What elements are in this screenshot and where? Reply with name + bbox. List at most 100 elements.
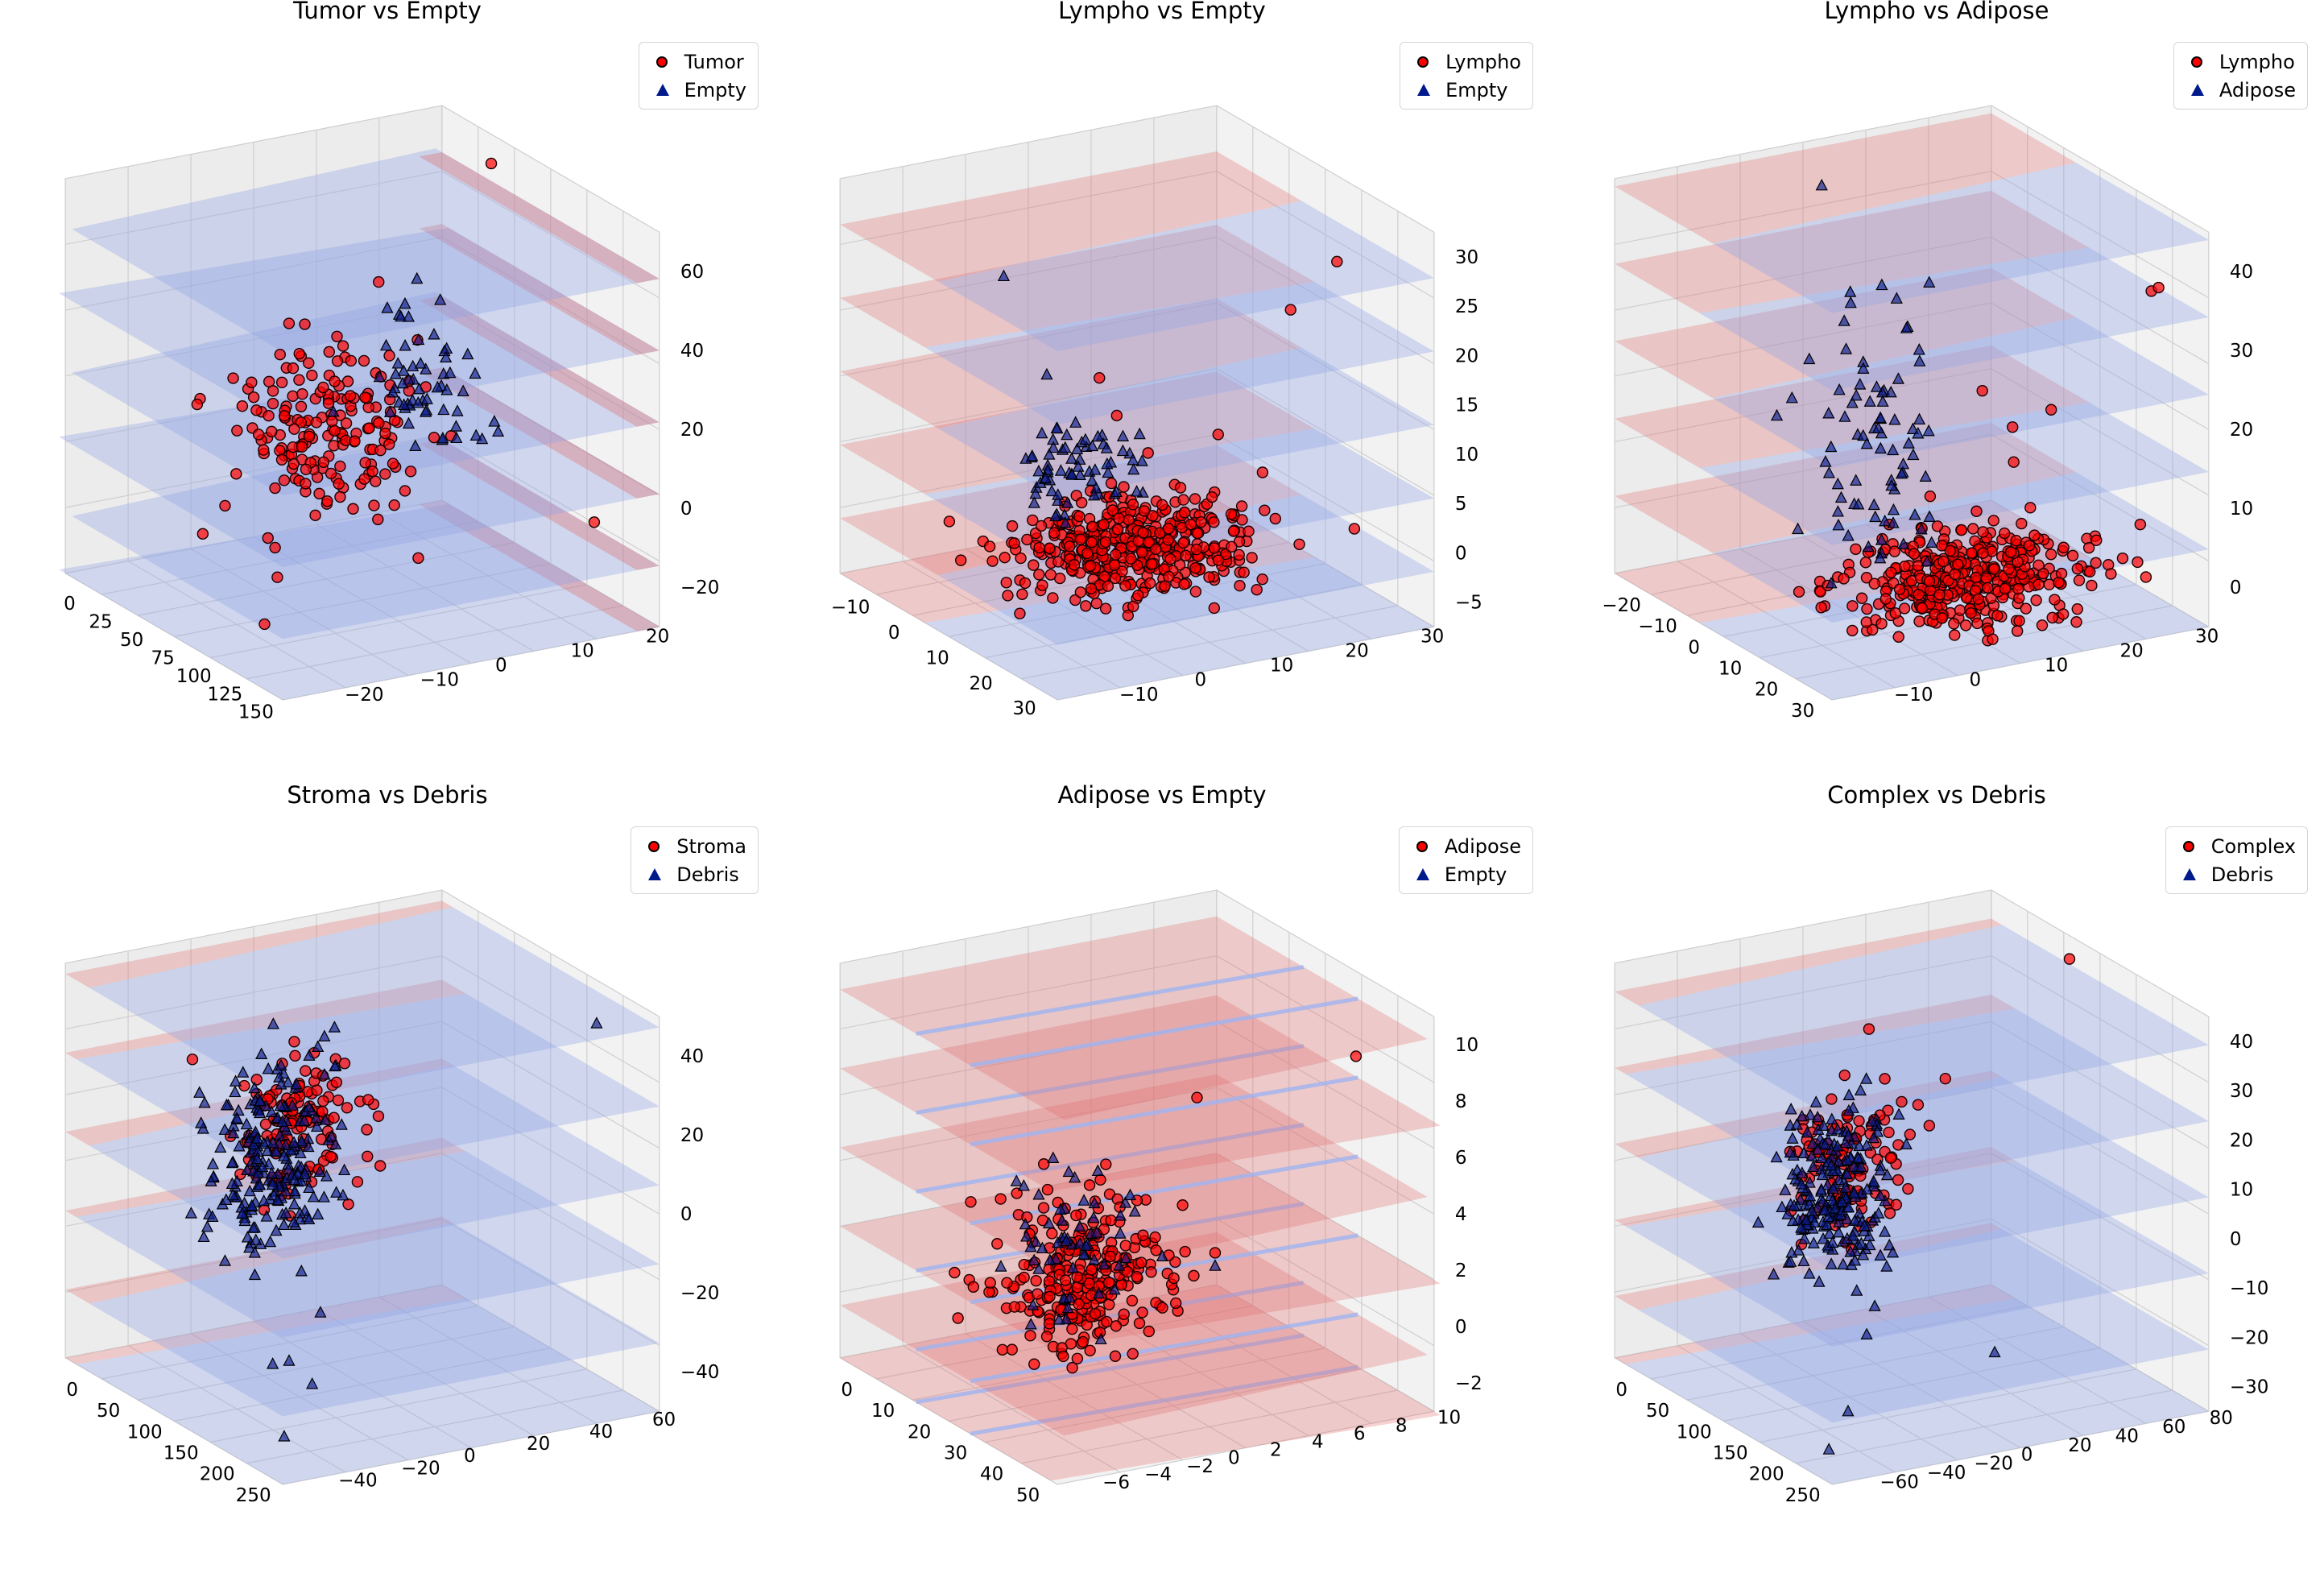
data-point (331, 330, 343, 342)
data-point (2010, 535, 2022, 547)
tick-label: 10 (571, 640, 594, 661)
data-point (1088, 1196, 1101, 1209)
data-point (318, 1067, 331, 1080)
data-point (2012, 582, 2024, 595)
data-point (1101, 457, 1114, 470)
data-point (1898, 602, 1911, 615)
data-point (303, 1181, 316, 1194)
triangle-marker-icon (2176, 867, 2203, 883)
data-point (1892, 631, 1904, 643)
data-point (1136, 546, 1148, 559)
data-point (1065, 452, 1078, 464)
data-point (1028, 1358, 1040, 1370)
decision-plane-blue (924, 281, 1434, 425)
data-point (420, 392, 433, 404)
tick-label: 30 (1455, 247, 1478, 268)
chart-title: Stroma vs Debris (287, 781, 488, 809)
data-point (358, 354, 370, 367)
data-point (1825, 1158, 1838, 1171)
data-point (265, 1166, 278, 1179)
data-point (1977, 547, 1989, 559)
legend-entry: Lympho (1410, 48, 1521, 76)
data-point (1874, 1163, 1887, 1176)
data-point (986, 555, 999, 567)
tick-label: 30 (2230, 341, 2253, 362)
data-point (1069, 1170, 1081, 1183)
tick-label: −60 (1879, 1472, 1919, 1492)
data-point (317, 456, 329, 469)
data-point (1822, 1443, 1835, 1455)
data-point (1878, 1225, 1892, 1237)
data-point (450, 431, 463, 444)
data-point (1331, 255, 1343, 268)
data-point (1846, 600, 1859, 612)
tick-label: 50 (1016, 1485, 1040, 1506)
data-point (261, 1144, 274, 1157)
data-point (311, 1084, 323, 1096)
data-point (1110, 485, 1123, 498)
data-point (1259, 504, 1271, 516)
tick-label: 5 (1455, 494, 1467, 515)
data-point (205, 1174, 217, 1186)
data-point (1892, 1174, 1904, 1186)
data-point (1089, 463, 1102, 475)
tick-label: 75 (151, 648, 175, 669)
data-point (1937, 555, 1950, 568)
data-point (1874, 1248, 1887, 1261)
tick-label: −10 (1894, 685, 1933, 706)
data-point (227, 1126, 240, 1139)
tick-label: 20 (1346, 640, 1369, 661)
data-point (1854, 1083, 1867, 1096)
data-point (1884, 385, 1897, 398)
data-point (1871, 421, 1885, 433)
data-point (1037, 1202, 1050, 1214)
data-point (248, 1268, 262, 1281)
grid-line (65, 105, 442, 180)
data-point (1902, 1182, 1914, 1195)
data-point (1174, 482, 1187, 494)
data-point (1906, 422, 1920, 435)
legend-entry: Empty (649, 76, 746, 104)
tick-label: 40 (2230, 1032, 2253, 1053)
data-point (1936, 612, 1948, 624)
decision-boundary-line (970, 1075, 1358, 1147)
grid-line (1153, 1296, 1372, 1424)
data-point (1999, 527, 2011, 540)
data-point (1163, 570, 1175, 583)
data-point (1073, 510, 1085, 523)
data-point (1893, 583, 1906, 595)
data-point (1804, 1108, 1817, 1120)
data-point (287, 1215, 300, 1227)
tick-label: 40 (680, 1046, 704, 1067)
data-point (1779, 1183, 1792, 1195)
data-point (1071, 1352, 1084, 1364)
tick-label: 125 (207, 684, 242, 705)
decision-plane-blue (89, 907, 660, 1101)
legend-label: Empty (1445, 78, 1508, 101)
decision-plane-red (65, 1216, 453, 1304)
data-point (387, 457, 399, 470)
data-point (1912, 1099, 1925, 1111)
data-point (1059, 1274, 1072, 1286)
data-point (330, 1076, 343, 1089)
grid-line (1615, 171, 1991, 246)
data-point (1900, 321, 1913, 333)
data-point (1071, 1271, 1083, 1283)
decision-boundary-line (970, 1154, 1358, 1226)
circle-marker-icon (649, 54, 676, 70)
data-point (246, 1198, 258, 1211)
data-point (231, 424, 243, 437)
data-point (1041, 463, 1054, 475)
data-point (237, 1066, 250, 1078)
grid-line (1216, 171, 1435, 299)
data-point (373, 416, 385, 429)
data-point (323, 346, 335, 358)
data-point (1770, 1150, 1783, 1163)
data-point (995, 1193, 1007, 1205)
decision-boundary-line (916, 1333, 1305, 1405)
data-point (267, 1017, 279, 1029)
tick-label: 0 (1194, 670, 1206, 691)
data-point (254, 1094, 267, 1107)
data-point (1070, 1209, 1082, 1222)
data-point (1839, 1181, 1852, 1193)
